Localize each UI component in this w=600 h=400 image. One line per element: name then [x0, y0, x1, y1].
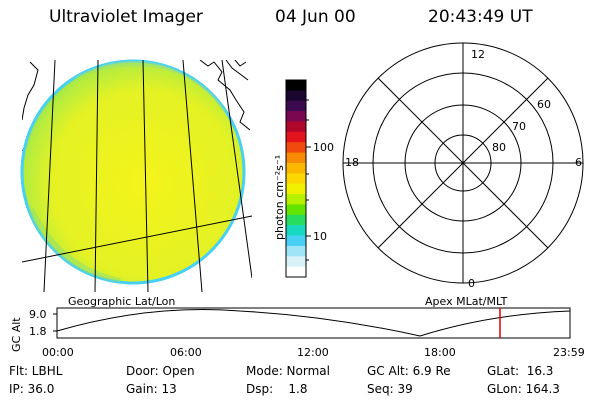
mlt-label-18: 18 — [345, 156, 359, 169]
colorbar-segment — [286, 173, 306, 185]
colorbar-segment — [286, 131, 306, 143]
colorbar-segment — [286, 194, 306, 206]
geographic-panel-label: Geographic Lat/Lon — [68, 295, 176, 308]
status-ip: IP: 36.0 — [9, 382, 55, 396]
colorbar-segment — [286, 183, 306, 195]
colorbar-unit-label: photon cm⁻²s⁻¹ — [273, 154, 286, 240]
status-glon: GLon: 164.3 — [487, 382, 560, 396]
altitude-ytick-1-8: 1.8 — [29, 325, 47, 338]
instrument-title: Ultraviolet Imager — [49, 7, 203, 27]
xtick-0000: 00:00 — [42, 346, 74, 359]
mlat-label-80: 80 — [492, 141, 506, 154]
status-mode: Mode: Normal — [246, 364, 330, 378]
status-seq: Seq: 39 — [367, 382, 413, 396]
mlt-label-6: 6 — [575, 156, 582, 169]
colorbar-segment — [286, 152, 306, 164]
status-filter: Flt: LBHL — [9, 364, 63, 378]
colorbar-segment — [286, 162, 306, 174]
mlat-label-60: 60 — [537, 98, 551, 111]
colorbar-segment — [286, 214, 306, 226]
colorbar-segment — [286, 256, 306, 268]
altitude-ylabel: GC Alt — [10, 317, 23, 352]
colorbar-segment — [286, 204, 306, 216]
colorbar-segment — [286, 100, 306, 112]
colorbar-segment — [286, 90, 306, 102]
colorbar-ticks — [306, 99, 311, 261]
mlat-label-70: 70 — [512, 120, 526, 133]
date-label: 04 Jun 00 — [275, 7, 356, 27]
mlt-label-12: 12 — [471, 48, 485, 61]
colorbar-tick-100: 100 — [313, 141, 334, 154]
lat-lon-grid — [22, 60, 252, 292]
polar-panel-label: Apex MLat/MLT — [425, 295, 508, 308]
mlt-label-0: 0 — [468, 277, 475, 290]
time-label: 20:43:49 UT — [428, 7, 533, 27]
altitude-ticks — [53, 313, 57, 332]
colorbar-tick-10: 10 — [313, 230, 327, 243]
xtick-0600: 06:00 — [170, 346, 202, 359]
colorbar-frame — [285, 79, 307, 278]
colorbar-segment — [286, 121, 306, 133]
status-gain: Gain: 13 — [126, 382, 177, 396]
xtick-1800: 18:00 — [424, 346, 456, 359]
colorbar-segment — [286, 235, 306, 247]
altitude-curve — [56, 309, 571, 337]
altitude-ytick-9: 9.0 — [29, 308, 47, 321]
colorbar-segment — [286, 225, 306, 237]
status-dsp: Dsp: 1.8 — [246, 382, 308, 396]
status-door: Door: Open — [126, 364, 195, 378]
colorbar — [286, 80, 306, 278]
xtick-2359: 23:59 — [553, 346, 585, 359]
polar-grid — [342, 42, 584, 284]
status-glat: GLat: 16.3 — [487, 364, 554, 378]
colorbar-segment — [286, 245, 306, 257]
colorbar-segment — [286, 142, 306, 154]
colorbar-segment — [286, 266, 306, 278]
status-gc-alt: GC Alt: 6.9 Re — [367, 364, 451, 378]
xtick-1200: 12:00 — [297, 346, 329, 359]
colorbar-segment — [286, 111, 306, 123]
altitude-plot-frame — [56, 307, 571, 339]
colorbar-segment — [286, 80, 306, 91]
